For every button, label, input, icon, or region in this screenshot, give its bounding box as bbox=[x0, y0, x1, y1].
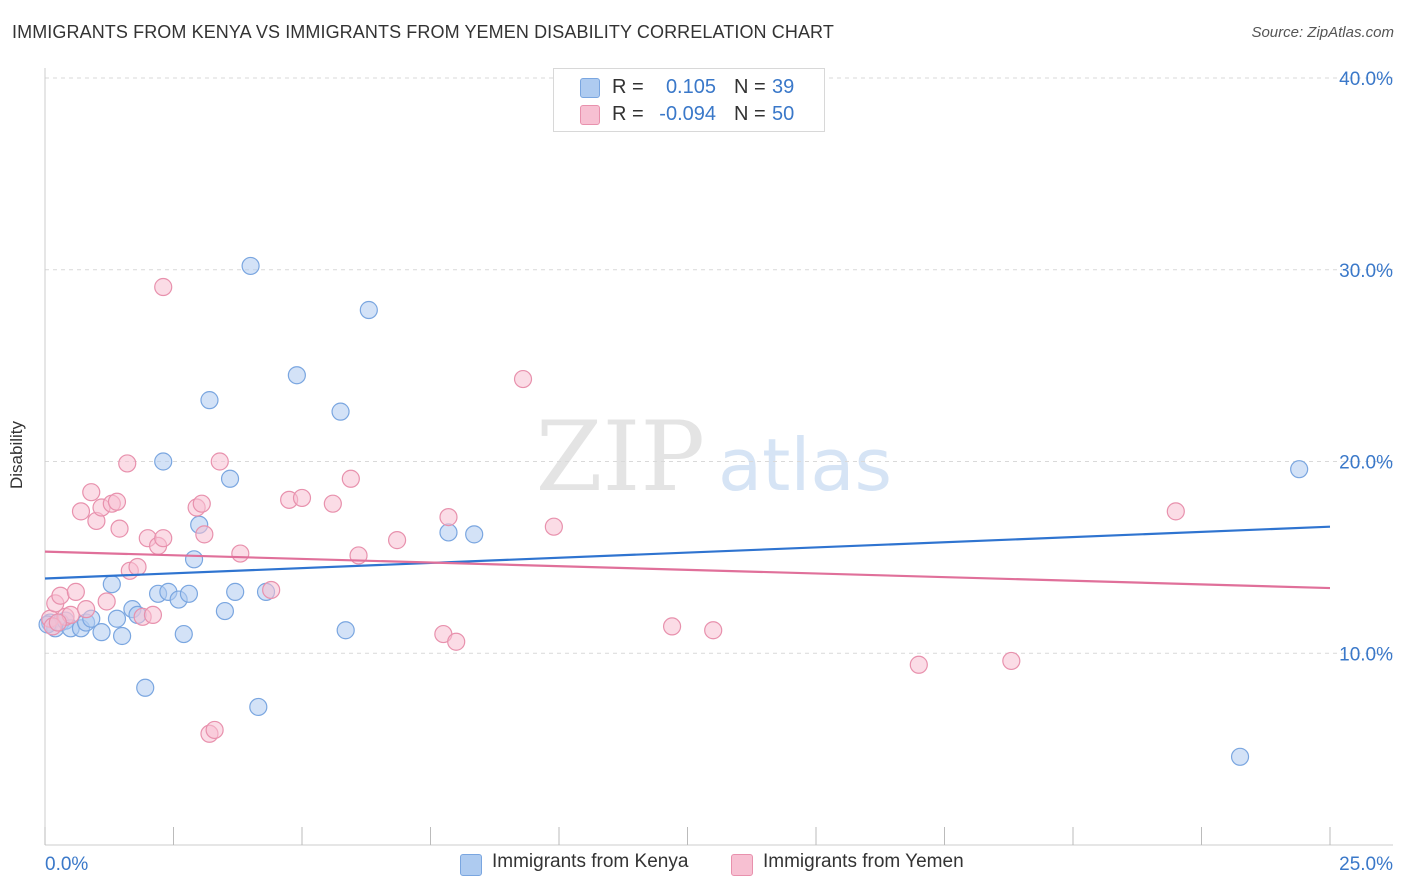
yemen-trend-line bbox=[44, 550, 1331, 590]
n-label: N = bbox=[734, 76, 766, 98]
yemen-point bbox=[107, 492, 127, 511]
legend-row-yemen: R = -0.094 N = 50 bbox=[554, 100, 824, 126]
legend-row-kenya: R = 0.105 N = 39 bbox=[554, 73, 824, 99]
kenya-trend-line bbox=[44, 525, 1331, 580]
watermark-atlas: atlas bbox=[718, 423, 892, 507]
yemen-point bbox=[71, 502, 91, 521]
yemen-point bbox=[513, 369, 533, 389]
kenya-point bbox=[226, 582, 245, 601]
yemen-legend-swatch bbox=[731, 854, 753, 876]
yemen-point bbox=[1002, 651, 1021, 671]
x-tick-label-min: 0.0% bbox=[45, 854, 88, 875]
n-value: 39 bbox=[772, 76, 795, 98]
kenya-point bbox=[359, 300, 378, 320]
yemen-point bbox=[662, 617, 682, 636]
yemen-point bbox=[205, 720, 224, 740]
yemen-point bbox=[439, 508, 458, 527]
kenya-point bbox=[174, 624, 193, 644]
yemen-point bbox=[143, 605, 163, 625]
r-label: R = bbox=[612, 76, 644, 98]
yemen-point bbox=[77, 600, 96, 619]
yemen-point bbox=[909, 655, 928, 674]
yemen-point bbox=[51, 586, 70, 605]
yemen-point bbox=[48, 613, 67, 632]
yemen-point bbox=[192, 494, 211, 513]
yemen-point bbox=[97, 592, 116, 611]
kenya-point bbox=[249, 697, 268, 717]
kenya-point bbox=[92, 623, 111, 642]
kenya-point bbox=[154, 452, 173, 471]
yemen-point bbox=[231, 544, 250, 563]
y-tick-label: 40.0% bbox=[1339, 69, 1393, 90]
yemen-point bbox=[262, 580, 281, 600]
yemen-point bbox=[82, 483, 101, 502]
kenya-point bbox=[336, 621, 355, 640]
yemen-point bbox=[110, 519, 129, 538]
yemen-legend-label: Immigrants from Yemen bbox=[763, 851, 964, 872]
kenya-swatch bbox=[580, 78, 600, 98]
yemen-point bbox=[118, 454, 137, 473]
r-value: -0.094 bbox=[659, 103, 716, 125]
correlation-legend: R = 0.105 N = 39 R = -0.094 N = 50 bbox=[553, 68, 825, 132]
chart-source: Source: ZipAtlas.com bbox=[1251, 24, 1394, 41]
kenya-point bbox=[439, 523, 458, 542]
kenya-point bbox=[1290, 460, 1309, 479]
yemen-point bbox=[66, 582, 85, 601]
yemen-point bbox=[323, 494, 342, 513]
kenya-legend-swatch bbox=[460, 854, 482, 876]
y-tick-label: 20.0% bbox=[1339, 453, 1393, 474]
chart-title: IMMIGRANTS FROM KENYA VS IMMIGRANTS FROM… bbox=[12, 22, 834, 42]
n-label: N = bbox=[734, 103, 766, 125]
y-tick-label: 10.0% bbox=[1339, 644, 1393, 665]
kenya-point bbox=[112, 626, 132, 646]
kenya-point bbox=[465, 525, 484, 544]
kenya-point bbox=[184, 550, 204, 569]
kenya-point bbox=[136, 678, 155, 697]
n-value: 50 bbox=[772, 103, 795, 125]
y-tick-label: 30.0% bbox=[1339, 261, 1393, 282]
yemen-point bbox=[704, 621, 723, 640]
kenya-point bbox=[215, 601, 234, 621]
kenya-point bbox=[179, 584, 199, 603]
yemen-point bbox=[154, 277, 173, 297]
yemen-point bbox=[1166, 502, 1185, 521]
yemen-swatch bbox=[580, 105, 600, 125]
x-tick-label-max: 25.0% bbox=[1339, 854, 1393, 875]
watermark-zip: ZIP bbox=[536, 401, 705, 513]
yemen-point bbox=[128, 557, 147, 577]
kenya-point bbox=[241, 256, 260, 276]
yemen-point bbox=[341, 469, 360, 488]
kenya-point bbox=[102, 575, 121, 594]
kenya-point bbox=[220, 469, 240, 488]
yemen-point bbox=[210, 452, 229, 471]
yemen-point bbox=[544, 517, 563, 536]
yemen-point bbox=[292, 488, 312, 508]
yemen-point bbox=[195, 525, 214, 544]
kenya-legend-label: Immigrants from Kenya bbox=[492, 851, 689, 872]
kenya-point bbox=[331, 402, 350, 421]
kenya-point bbox=[287, 366, 306, 385]
kenya-point bbox=[200, 391, 219, 410]
yemen-point bbox=[387, 531, 407, 550]
kenya-point bbox=[107, 609, 127, 628]
r-value: 0.105 bbox=[665, 76, 716, 98]
yemen-point bbox=[447, 632, 466, 651]
yemen-point bbox=[154, 529, 173, 548]
kenya-point bbox=[1230, 747, 1250, 766]
r-label: R = bbox=[612, 103, 644, 125]
